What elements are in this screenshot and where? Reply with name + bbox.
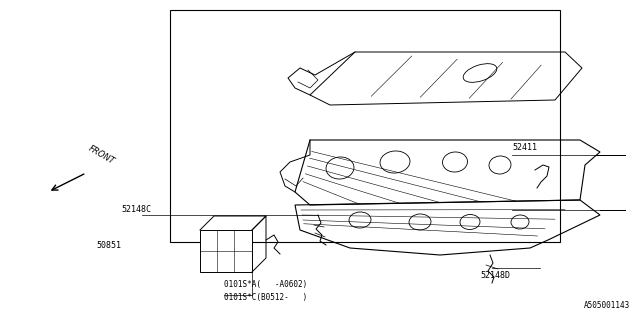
Text: 0101S*A(   -A0602): 0101S*A( -A0602) (224, 280, 307, 289)
Bar (200, 230, 252, 272)
Ellipse shape (442, 152, 467, 172)
Ellipse shape (326, 157, 354, 179)
Text: 52148C: 52148C (121, 205, 151, 214)
Ellipse shape (489, 156, 511, 174)
Ellipse shape (349, 212, 371, 228)
Text: 50851: 50851 (96, 242, 121, 251)
Text: A505001143: A505001143 (584, 301, 630, 310)
Ellipse shape (511, 215, 529, 229)
Ellipse shape (409, 214, 431, 230)
Ellipse shape (380, 151, 410, 173)
Bar (170, 10, 560, 242)
Text: 52148D: 52148D (480, 270, 510, 279)
Ellipse shape (460, 214, 480, 229)
Text: 0101S*C(B0512-   ): 0101S*C(B0512- ) (224, 293, 307, 302)
Ellipse shape (463, 64, 497, 82)
Text: FRONT: FRONT (86, 144, 116, 166)
Text: 52411: 52411 (512, 143, 537, 153)
